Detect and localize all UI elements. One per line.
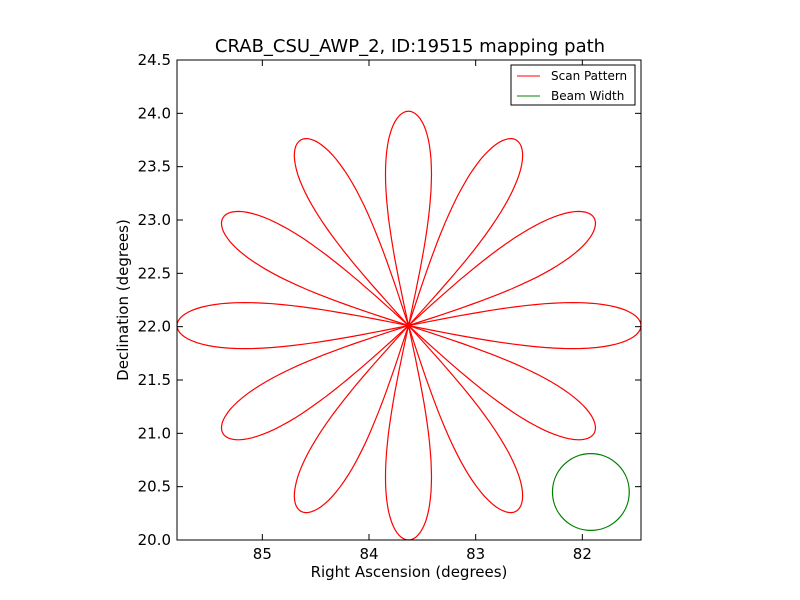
scan-pattern-petal-10 [176,301,409,350]
y-axis-label: Declination (degrees) [114,219,132,381]
y-tick-label: 23.0 [138,211,171,229]
y-tick-label: 20.5 [138,478,171,496]
legend-label-scan-pattern: Scan Pattern [551,69,627,83]
scan-pattern-petal-12 [293,137,410,327]
x-tick-label: 85 [253,545,272,563]
y-tick-label: 21.0 [138,424,171,442]
y-tick-label: 23.5 [138,158,171,176]
scan-pattern-petal-8 [293,325,410,514]
y-tick-label: 24.5 [138,51,171,69]
x-tick-label: 84 [359,545,378,563]
scan-pattern-petal-6 [407,325,524,514]
scan-pattern-petal-3 [408,210,597,327]
beam-width-circle [551,453,630,532]
y-tick-label: 22.5 [138,264,171,282]
y-tick-label: 24.0 [138,104,171,122]
x-tick-label: 82 [573,545,592,563]
scan-pattern-petal-1 [384,110,433,326]
scan-pattern-petal-4 [408,301,642,350]
scan-pattern-petal-2 [407,137,524,327]
plot-area-frame [176,59,642,541]
y-tick-label: 22.0 [138,318,171,336]
y-tick-label: 20.0 [138,531,171,549]
legend: Scan Pattern Beam Width [510,64,636,106]
legend-box [510,64,636,106]
scan-pattern-petal-7 [384,325,433,541]
x-tick-label: 83 [466,545,485,563]
plot-curves [176,110,642,541]
y-tick-label: 21.5 [138,371,171,389]
chart-title: CRAB_CSU_AWP_2, ID:19515 mapping path [215,36,605,57]
legend-label-beam-width: Beam Width [551,89,624,103]
scan-pattern-petal-11 [220,210,409,327]
x-axis-label: Right Ascension (degrees) [311,563,508,581]
scan-pattern-petal-9 [220,325,409,441]
scan-pattern-petal-5 [408,325,597,441]
axes: 85 84 83 82 20.0 20.5 21.0 21.5 22.0 22.5 23.0 23.5… [138,51,641,563]
